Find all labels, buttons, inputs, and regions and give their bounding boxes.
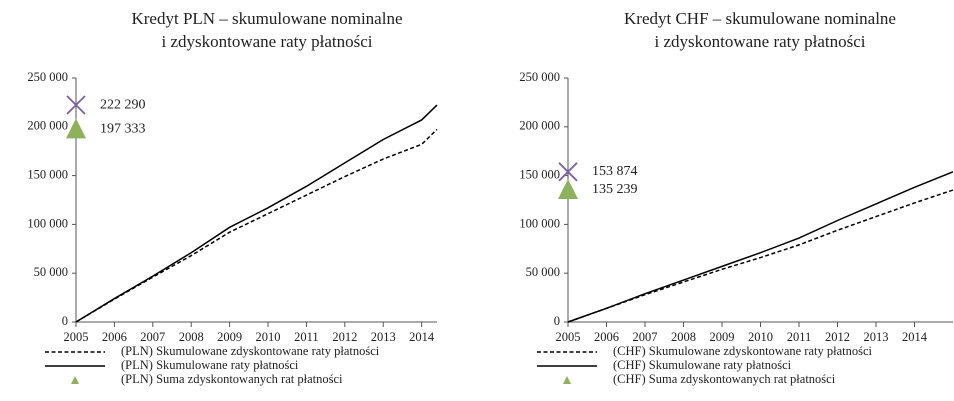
y-tick-label: 50 000 xyxy=(526,265,560,279)
x-tick-label: 2007 xyxy=(140,330,165,344)
legend-label: (PLN) Skumulowane zdyskontowane raty pła… xyxy=(121,344,380,358)
x-tick-label: 2011 xyxy=(294,330,319,344)
chart-title: i zdyskontowane raty płatności xyxy=(161,32,372,51)
triangle-marker xyxy=(66,118,86,139)
y-tick-label: 250 000 xyxy=(519,70,560,84)
cross-marker xyxy=(558,162,578,182)
x-tick-label: 2011 xyxy=(787,330,812,344)
x-tick-label: 2013 xyxy=(371,330,396,344)
x-tick-label: 2008 xyxy=(671,330,696,344)
legend-label: (CHF) Skumulowane raty płatności xyxy=(613,358,792,372)
value-label: 153 874 xyxy=(592,164,638,179)
x-tick-label: 2006 xyxy=(102,330,127,344)
y-tick-label: 0 xyxy=(62,314,68,328)
y-tick-label: 100 000 xyxy=(27,216,68,230)
value-label: 135 239 xyxy=(592,182,638,197)
x-tick-label: 2014 xyxy=(409,330,435,344)
x-tick-label: 2010 xyxy=(748,330,773,344)
x-tick-label: 2012 xyxy=(332,330,357,344)
y-tick-label: 150 000 xyxy=(27,167,68,181)
x-tick-label: 2008 xyxy=(179,330,204,344)
x-tick-label: 2007 xyxy=(633,330,658,344)
series-line xyxy=(567,171,954,323)
y-tick-label: 200 000 xyxy=(27,119,68,133)
value-label: 197 333 xyxy=(100,122,146,137)
x-tick-label: 2010 xyxy=(256,330,281,344)
legend-label: (PLN) Skumulowane raty płatności xyxy=(121,358,299,372)
series-line xyxy=(75,128,438,323)
legend-label: (CHF) Suma zdyskontowanych rat płatności xyxy=(613,372,836,386)
legend-swatch xyxy=(71,376,79,384)
cross-marker xyxy=(66,95,86,115)
legend-label: (PLN) Suma zdyskontowanych rat płatności xyxy=(121,372,343,386)
y-tick-label: 200 000 xyxy=(519,119,560,133)
x-tick-label: 2013 xyxy=(864,330,889,344)
x-tick-label: 2005 xyxy=(64,330,89,344)
chart-title: i zdyskontowane raty płatności xyxy=(654,32,865,51)
x-tick-label: 2005 xyxy=(556,330,581,344)
value-label: 222 290 xyxy=(100,97,146,112)
legend-label: (CHF) Skumulowane zdyskontowane raty pła… xyxy=(613,344,873,358)
chart-title: Kredyt PLN – skumulowane nominalne xyxy=(131,9,402,28)
series-line xyxy=(567,189,954,323)
y-tick-label: 150 000 xyxy=(519,167,560,181)
y-tick-label: 0 xyxy=(554,314,560,328)
series-line xyxy=(75,104,438,323)
x-tick-label: 2009 xyxy=(710,330,735,344)
triangle-marker xyxy=(558,179,578,200)
legend-swatch xyxy=(563,376,571,384)
y-tick-label: 100 000 xyxy=(519,216,560,230)
y-tick-label: 250 000 xyxy=(27,70,68,84)
chart-title: Kredyt CHF – skumulowane nominalne xyxy=(624,9,896,28)
x-tick-label: 2014 xyxy=(902,330,928,344)
x-tick-label: 2012 xyxy=(825,330,850,344)
x-tick-label: 2009 xyxy=(217,330,242,344)
x-tick-label: 2006 xyxy=(594,330,619,344)
y-tick-label: 50 000 xyxy=(34,265,68,279)
